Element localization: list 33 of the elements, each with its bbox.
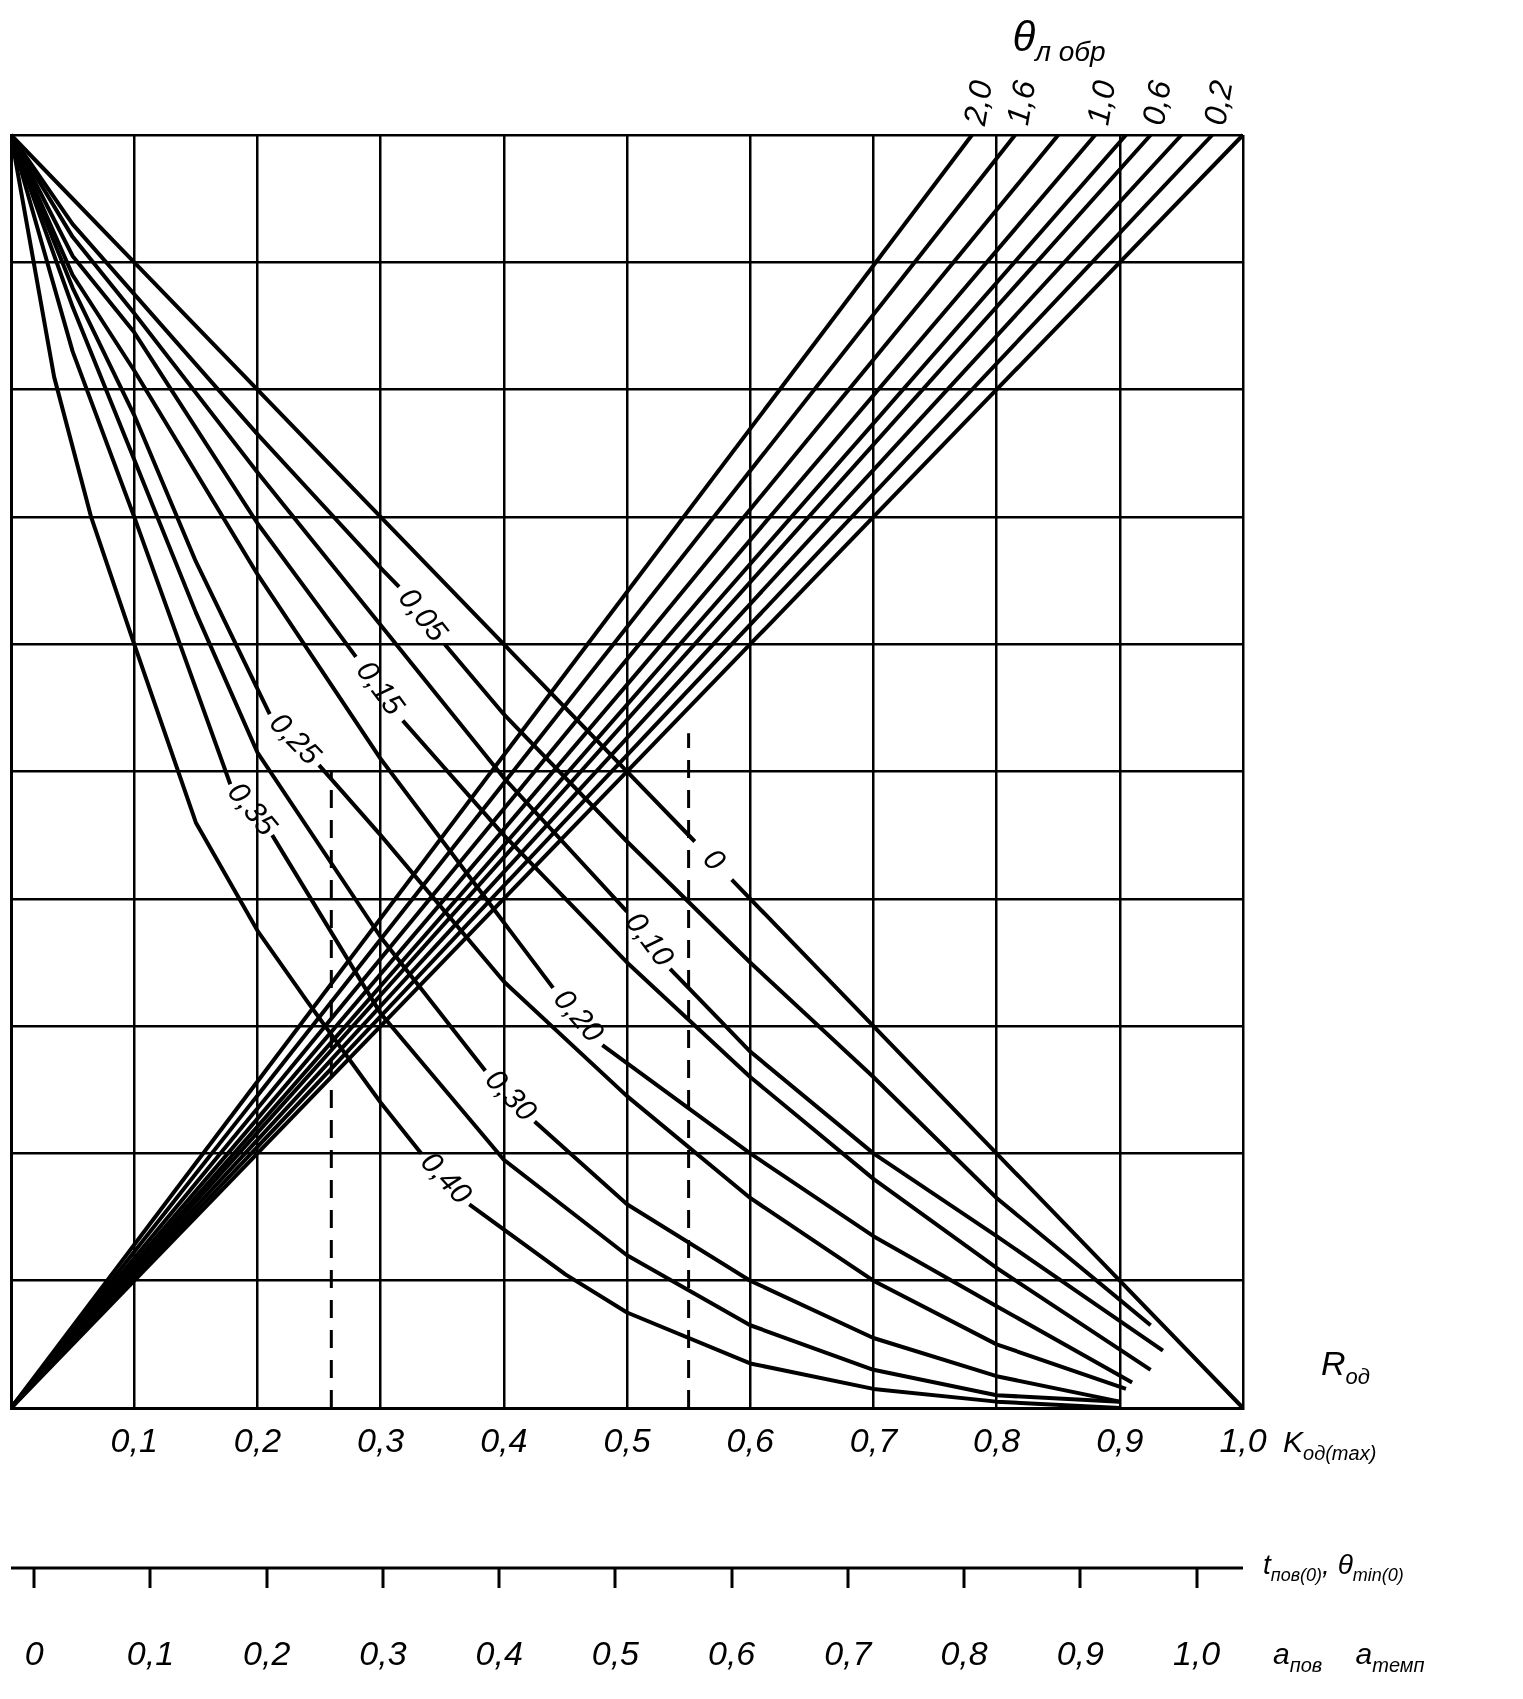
x-tick-label: 0,2 bbox=[233, 1420, 282, 1459]
x-tick-label: 0,5 bbox=[603, 1420, 651, 1459]
x2-tick-label: 0,7 bbox=[824, 1634, 873, 1673]
x-tick-label: 0,8 bbox=[972, 1420, 1021, 1459]
text: 1,6 bbox=[999, 77, 1043, 128]
x-tick-label: 0,7 bbox=[849, 1420, 899, 1459]
x-tick-label: 0,3 bbox=[356, 1420, 405, 1459]
text: 1,0 bbox=[1079, 77, 1123, 128]
x-tick-label: 0,1 bbox=[110, 1420, 158, 1459]
text: 0,30 bbox=[479, 1062, 544, 1128]
text: 0,25 bbox=[263, 705, 329, 771]
x-tick-label: 0,9 bbox=[1096, 1420, 1144, 1459]
x2-tick-label: 0,2 bbox=[243, 1634, 291, 1673]
x2-tick-label: 0,6 bbox=[707, 1634, 756, 1673]
text: 0,05 bbox=[392, 581, 455, 648]
text: 2,0 bbox=[955, 77, 1000, 129]
x2-tick-label: 1,0 bbox=[1172, 1634, 1221, 1673]
x-tick-label: 0,6 bbox=[726, 1420, 774, 1459]
x2-tick-label: 0,9 bbox=[1056, 1634, 1105, 1673]
text: 0,6 bbox=[1134, 77, 1178, 128]
x2-tick-label: 0,1 bbox=[126, 1634, 175, 1673]
x2-tick-label: 0,5 bbox=[591, 1634, 640, 1673]
text: 0,40 bbox=[414, 1144, 480, 1211]
x2-tick-label: 0,8 bbox=[940, 1634, 988, 1673]
x-tick-label: 0,4 bbox=[480, 1420, 528, 1459]
x2-tick-label: 0 bbox=[24, 1634, 44, 1673]
x-tick-label: 1,0 bbox=[1219, 1420, 1267, 1459]
text: 0,10 bbox=[619, 905, 682, 973]
text: 0,2 bbox=[1196, 77, 1240, 128]
x2-tick-label: 0,4 bbox=[475, 1634, 523, 1673]
text: 0 bbox=[697, 841, 733, 877]
x2-tick-label: 0,3 bbox=[359, 1634, 407, 1673]
text: 0,15 bbox=[350, 654, 412, 722]
